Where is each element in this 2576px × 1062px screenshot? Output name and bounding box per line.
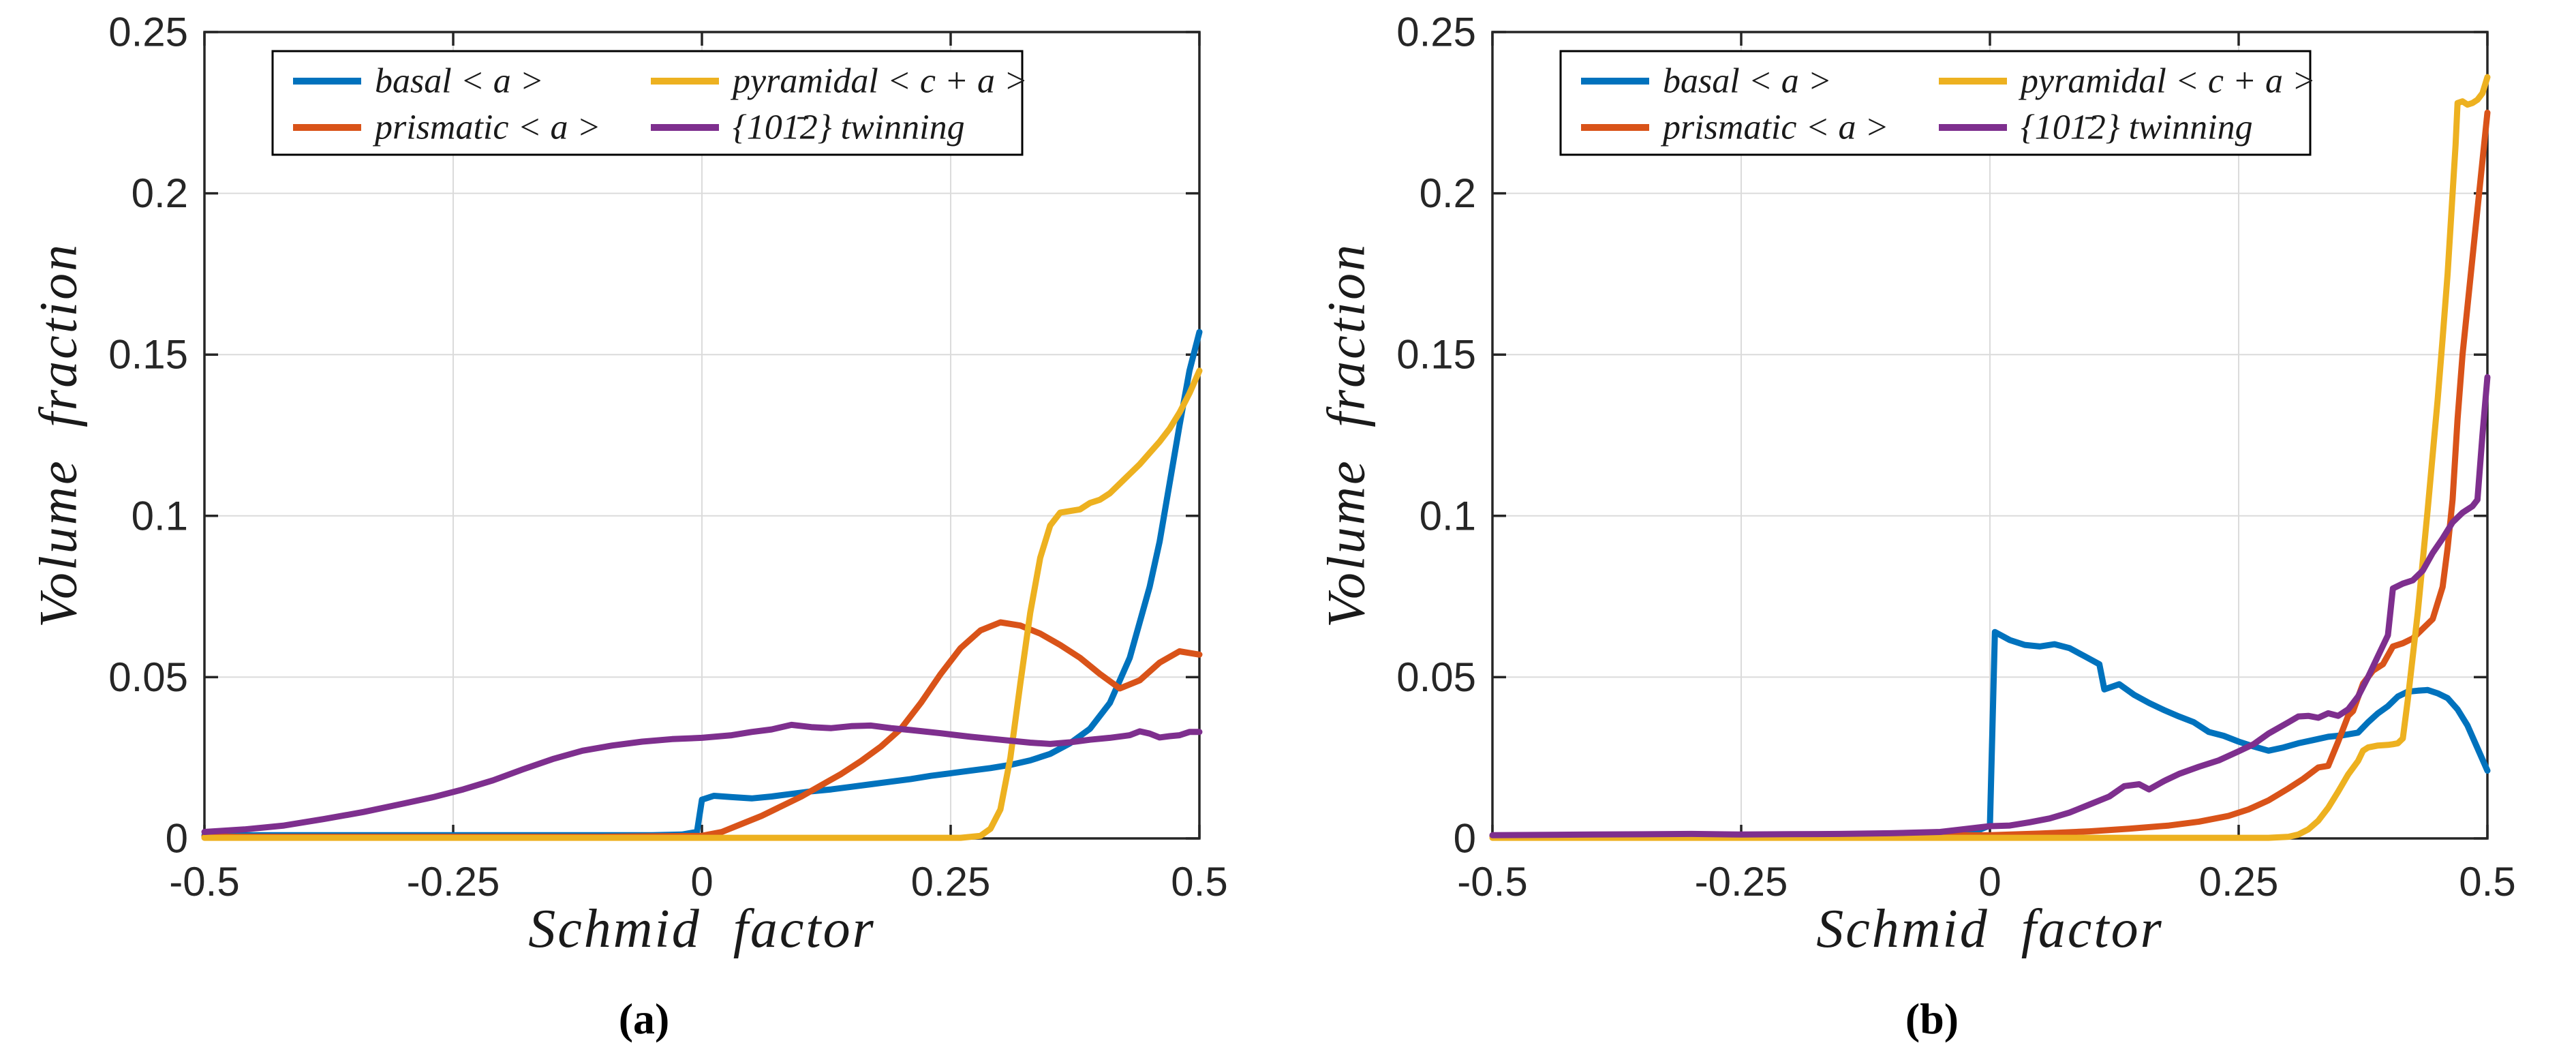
chart-a-canvas: -0.5 -0.25 0 0.25 0.5 0 0.05 0.1 0.15 0.2 0.25 basa… — [108, 10, 1227, 905]
legend-label-twinning: {101̄2} twinning — [2021, 108, 2253, 147]
y-tick-label: 0.25 — [108, 10, 188, 55]
y-tick-label: 0.1 — [1420, 493, 1476, 538]
x-tick-label: 0 — [690, 859, 713, 905]
series-line-pyramidal — [1489, 74, 2491, 841]
legend-label-pyramidal: pyramidal < c + a > — [730, 62, 1028, 101]
x-tick-label: 0.5 — [2459, 859, 2515, 905]
x-tick-label: -0.25 — [1695, 859, 1788, 905]
series-line-prismatic — [1489, 109, 2491, 839]
chart-panel-a: -0.5 -0.25 0 0.25 0.5 0 0.05 0.1 0.15 0.2 0.25 basa… — [28, 10, 1228, 1044]
legend-label-basal: basal < a > — [1663, 62, 1832, 101]
x-tick-label: 0.5 — [1171, 859, 1227, 905]
legend-label-twinning: {101̄2} twinning — [733, 108, 965, 147]
series-line-twinning — [201, 721, 1203, 835]
panel-caption-a: (a) — [618, 995, 670, 1043]
y-tick-label: 0 — [166, 816, 188, 862]
y-tick-label: 0.25 — [1396, 10, 1476, 55]
y-tick-label: 0.2 — [132, 170, 188, 216]
y-axis-label: Volume fraction — [1316, 242, 1376, 628]
legend-label-basal: basal < a > — [375, 62, 544, 101]
legend-label-pyramidal: pyramidal < c + a > — [2018, 62, 2316, 101]
legend-box — [1559, 50, 2312, 156]
legend-label-prismatic: prismatic < a > — [372, 108, 601, 147]
x-tick-label: -0.5 — [1457, 859, 1527, 905]
chart-b-canvas: -0.5 -0.25 0 0.25 0.5 0 0.05 0.1 0.15 0.2 0.25 basa… — [1396, 10, 2515, 905]
x-tick-label: 0 — [1978, 859, 2001, 905]
y-tick-label: 0.05 — [1396, 654, 1476, 700]
y-axis-label: Volume fraction — [28, 242, 88, 628]
x-tick-label: 0.25 — [911, 859, 991, 905]
x-axis-label: Schmid factor — [528, 899, 876, 959]
legend-label-prismatic: prismatic < a > — [1660, 108, 1889, 147]
y-tick-label: 0.05 — [108, 654, 188, 700]
x-axis-label: Schmid factor — [1816, 899, 2164, 959]
series-line-pyramidal — [201, 367, 1203, 841]
panel-caption-b: (b) — [1905, 995, 1959, 1043]
x-tick-label: -0.25 — [407, 859, 500, 905]
y-tick-label: 0.2 — [1420, 170, 1476, 216]
y-tick-label: 0.15 — [108, 332, 188, 378]
y-tick-label: 0.1 — [132, 493, 188, 538]
y-tick-label: 0 — [1454, 816, 1476, 862]
series-line-prismatic — [201, 619, 1203, 840]
legend-box — [271, 50, 1024, 156]
chart-panel-b: -0.5 -0.25 0 0.25 0.5 0 0.05 0.1 0.15 0.2 0.25 basa… — [1288, 0, 2576, 1062]
y-tick-label: 0.15 — [1396, 332, 1476, 378]
series-line-twinning — [1489, 374, 2491, 838]
x-tick-label: -0.5 — [169, 859, 239, 905]
x-tick-label: 0.25 — [2199, 859, 2279, 905]
